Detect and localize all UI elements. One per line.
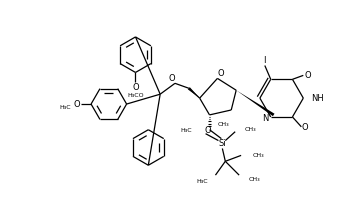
Text: O: O	[302, 123, 308, 132]
Text: N: N	[263, 114, 269, 123]
Text: O: O	[132, 83, 139, 92]
Text: H₃C: H₃C	[60, 105, 71, 110]
Text: H₃C: H₃C	[196, 179, 208, 184]
Text: Si: Si	[219, 139, 226, 148]
Text: CH₃: CH₃	[249, 176, 261, 182]
Text: O: O	[74, 100, 81, 109]
Polygon shape	[236, 90, 274, 116]
Text: CH₃: CH₃	[218, 122, 229, 127]
Text: CH₃: CH₃	[245, 127, 257, 132]
Text: O: O	[204, 126, 211, 135]
Text: I: I	[264, 56, 266, 65]
Text: NH: NH	[311, 94, 324, 103]
Text: CH₃: CH₃	[253, 153, 265, 158]
Text: O: O	[217, 69, 224, 78]
Text: O: O	[305, 71, 312, 80]
Text: H₃CO: H₃CO	[127, 93, 144, 98]
Polygon shape	[188, 87, 200, 98]
Text: O: O	[169, 74, 175, 83]
Text: H₃C: H₃C	[180, 128, 192, 133]
